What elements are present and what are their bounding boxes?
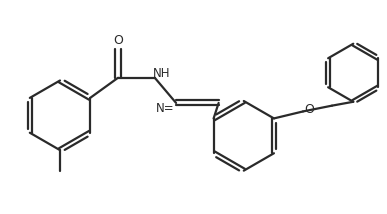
Text: O: O [304,103,314,116]
Text: N=: N= [156,102,175,115]
Text: NH: NH [153,67,171,80]
Text: O: O [113,34,123,47]
